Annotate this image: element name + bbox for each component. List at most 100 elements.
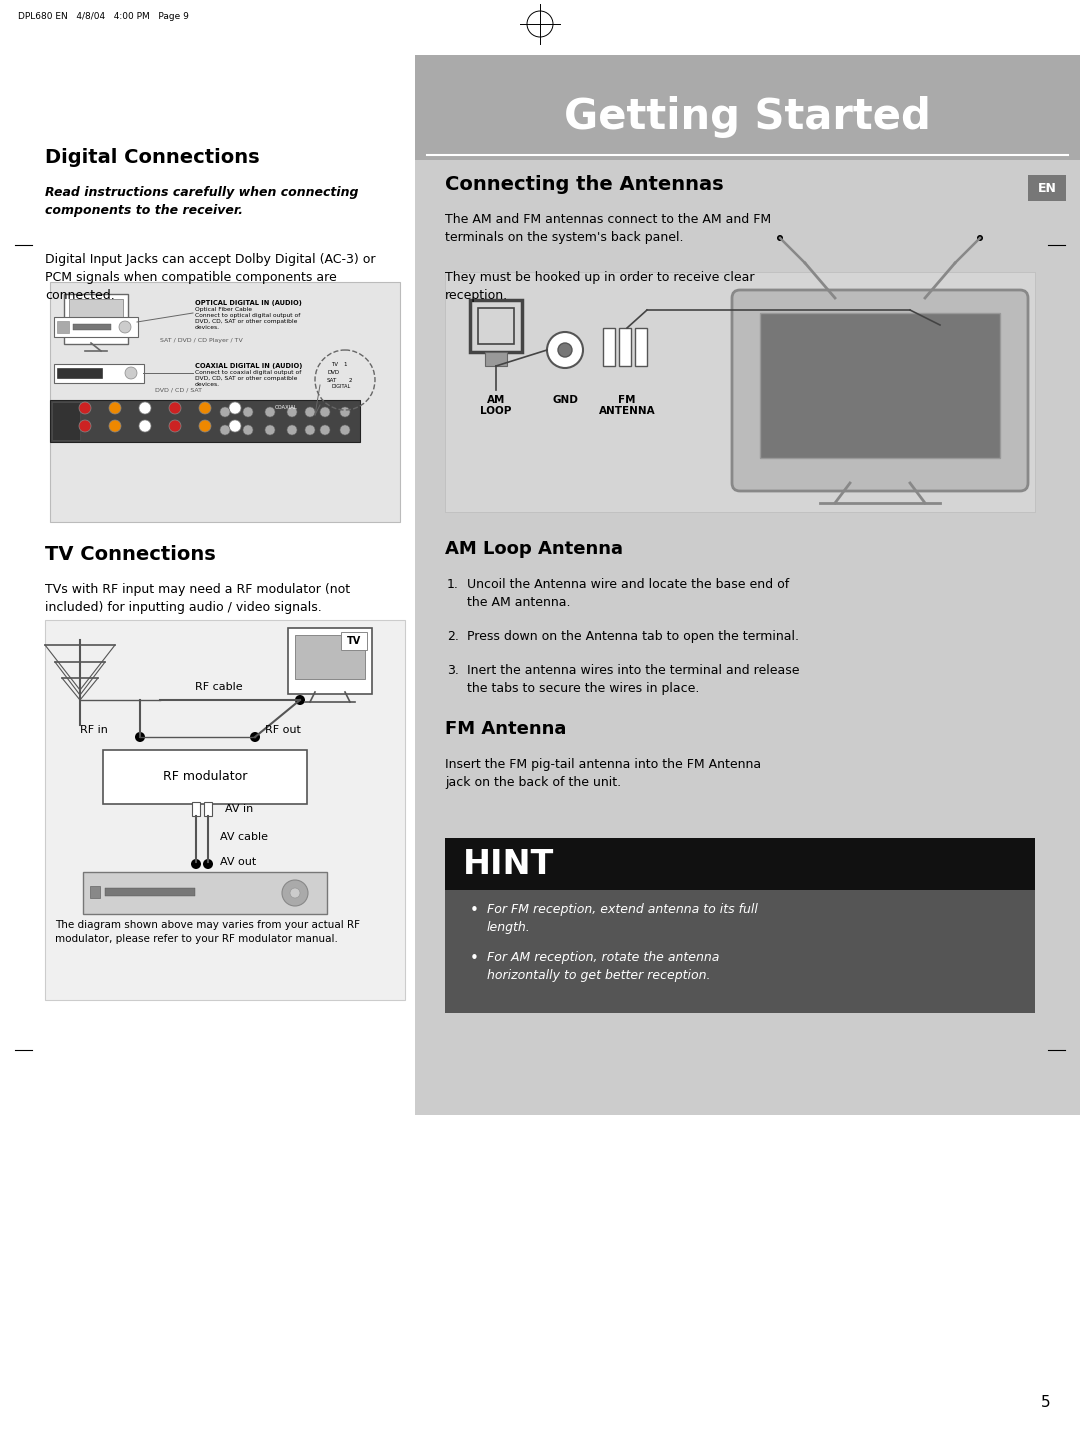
Text: RF modulator: RF modulator [163, 770, 247, 783]
FancyBboxPatch shape [90, 886, 100, 899]
Circle shape [287, 425, 297, 435]
FancyBboxPatch shape [45, 620, 405, 1000]
Text: TV: TV [347, 635, 361, 645]
Text: The AM and FM antennas connect to the AM and FM
terminals on the system's back p: The AM and FM antennas connect to the AM… [445, 213, 771, 245]
Text: Connecting the Antennas: Connecting the Antennas [445, 175, 724, 195]
Text: TV: TV [330, 362, 338, 366]
FancyBboxPatch shape [341, 633, 367, 650]
FancyBboxPatch shape [619, 328, 631, 366]
Circle shape [265, 406, 275, 416]
Circle shape [558, 343, 572, 356]
Circle shape [282, 880, 308, 906]
Text: RF cable: RF cable [195, 683, 243, 693]
Text: LOOP: LOOP [481, 406, 512, 416]
FancyBboxPatch shape [54, 318, 138, 336]
Text: Insert the FM pig-tail antenna into the FM Antenna
jack on the back of the unit.: Insert the FM pig-tail antenna into the … [445, 758, 761, 788]
Text: COAXIAL: COAXIAL [275, 405, 298, 411]
FancyBboxPatch shape [603, 328, 615, 366]
Circle shape [203, 859, 213, 869]
Text: SAT: SAT [327, 378, 337, 384]
Text: AM Loop Antenna: AM Loop Antenna [445, 539, 623, 558]
FancyBboxPatch shape [83, 871, 327, 914]
Text: devices.: devices. [195, 325, 220, 331]
Text: ANTENNA: ANTENNA [598, 406, 656, 416]
Text: EN: EN [1038, 182, 1056, 195]
Text: Optical Fiber Cable: Optical Fiber Cable [195, 308, 252, 312]
Text: Getting Started: Getting Started [564, 96, 931, 137]
FancyBboxPatch shape [288, 628, 372, 694]
FancyBboxPatch shape [105, 889, 195, 896]
Text: DVD, CD, SAT or other compatible: DVD, CD, SAT or other compatible [195, 319, 297, 323]
Text: FM: FM [618, 395, 636, 405]
Circle shape [220, 425, 230, 435]
Text: GND: GND [552, 395, 578, 405]
Text: RF in: RF in [80, 726, 108, 736]
Circle shape [320, 425, 330, 435]
Text: 3.: 3. [447, 664, 459, 677]
FancyBboxPatch shape [485, 352, 507, 366]
Circle shape [229, 402, 241, 414]
Text: DVD / CD / SAT: DVD / CD / SAT [156, 386, 202, 392]
Text: AV out: AV out [220, 857, 256, 867]
Text: Digital Input Jacks can accept Dolby Digital (AC-3) or
PCM signals when compatib: Digital Input Jacks can accept Dolby Dig… [45, 253, 376, 302]
Circle shape [243, 406, 253, 416]
Text: 5: 5 [1040, 1395, 1050, 1410]
FancyBboxPatch shape [192, 801, 200, 816]
Text: Read instructions carefully when connecting
components to the receiver.: Read instructions carefully when connect… [45, 186, 359, 218]
Text: 2: 2 [349, 378, 352, 384]
Text: Digital Connections: Digital Connections [45, 147, 259, 167]
Circle shape [135, 733, 145, 743]
Text: DPL680 EN   4/8/04   4:00 PM   Page 9: DPL680 EN 4/8/04 4:00 PM Page 9 [18, 11, 189, 21]
FancyBboxPatch shape [50, 401, 360, 442]
Text: •: • [470, 952, 478, 966]
Text: They must be hooked up in order to receive clear
reception.: They must be hooked up in order to recei… [445, 270, 755, 302]
Circle shape [139, 402, 151, 414]
Text: devices.: devices. [195, 382, 220, 386]
Text: FM Antenna: FM Antenna [445, 720, 566, 738]
Circle shape [777, 235, 783, 240]
FancyBboxPatch shape [57, 321, 69, 333]
FancyBboxPatch shape [52, 402, 80, 439]
Circle shape [168, 402, 181, 414]
Text: For FM reception, extend antenna to its full
length.: For FM reception, extend antenna to its … [487, 903, 758, 934]
Circle shape [191, 859, 201, 869]
Text: RF out: RF out [265, 726, 301, 736]
Text: DVD: DVD [327, 371, 339, 375]
FancyBboxPatch shape [54, 363, 144, 384]
Circle shape [305, 406, 315, 416]
Text: AV in: AV in [225, 804, 253, 814]
Circle shape [977, 235, 983, 240]
Circle shape [229, 421, 241, 432]
Circle shape [265, 425, 275, 435]
FancyBboxPatch shape [445, 839, 1035, 890]
Text: The diagram shown above may varies from your actual RF
modulator, please refer t: The diagram shown above may varies from … [55, 920, 360, 944]
Circle shape [291, 889, 300, 899]
Text: HINT: HINT [463, 847, 554, 880]
FancyBboxPatch shape [73, 323, 111, 331]
FancyBboxPatch shape [295, 635, 365, 678]
Text: 1: 1 [343, 362, 347, 366]
Circle shape [125, 366, 137, 379]
Circle shape [168, 421, 181, 432]
Text: Press down on the Antenna tab to open the terminal.: Press down on the Antenna tab to open th… [467, 630, 799, 643]
Text: Uncoil the Antenna wire and locate the base end of
the AM antenna.: Uncoil the Antenna wire and locate the b… [467, 578, 789, 610]
Text: Inert the antenna wires into the terminal and release
the tabs to secure the wir: Inert the antenna wires into the termina… [467, 664, 799, 695]
Text: TVs with RF input may need a RF modulator (not
included) for inputting audio / v: TVs with RF input may need a RF modulato… [45, 582, 350, 614]
Text: SAT / DVD / CD Player / TV: SAT / DVD / CD Player / TV [160, 338, 243, 343]
FancyBboxPatch shape [732, 290, 1028, 491]
FancyBboxPatch shape [445, 272, 1035, 512]
Circle shape [546, 332, 583, 368]
Text: AV cable: AV cable [220, 831, 268, 841]
Text: DIGITAL: DIGITAL [330, 384, 350, 389]
Text: DVD, CD, SAT or other compatible: DVD, CD, SAT or other compatible [195, 376, 297, 381]
Circle shape [249, 733, 260, 743]
Circle shape [79, 421, 91, 432]
FancyBboxPatch shape [50, 282, 400, 522]
Text: Connect to coaxial digital output of: Connect to coaxial digital output of [195, 371, 301, 375]
FancyBboxPatch shape [57, 368, 102, 378]
Circle shape [305, 425, 315, 435]
Text: OPTICAL DIGITAL IN (AUDIO): OPTICAL DIGITAL IN (AUDIO) [195, 301, 302, 306]
Circle shape [340, 425, 350, 435]
FancyBboxPatch shape [103, 750, 307, 804]
FancyBboxPatch shape [760, 313, 1000, 458]
